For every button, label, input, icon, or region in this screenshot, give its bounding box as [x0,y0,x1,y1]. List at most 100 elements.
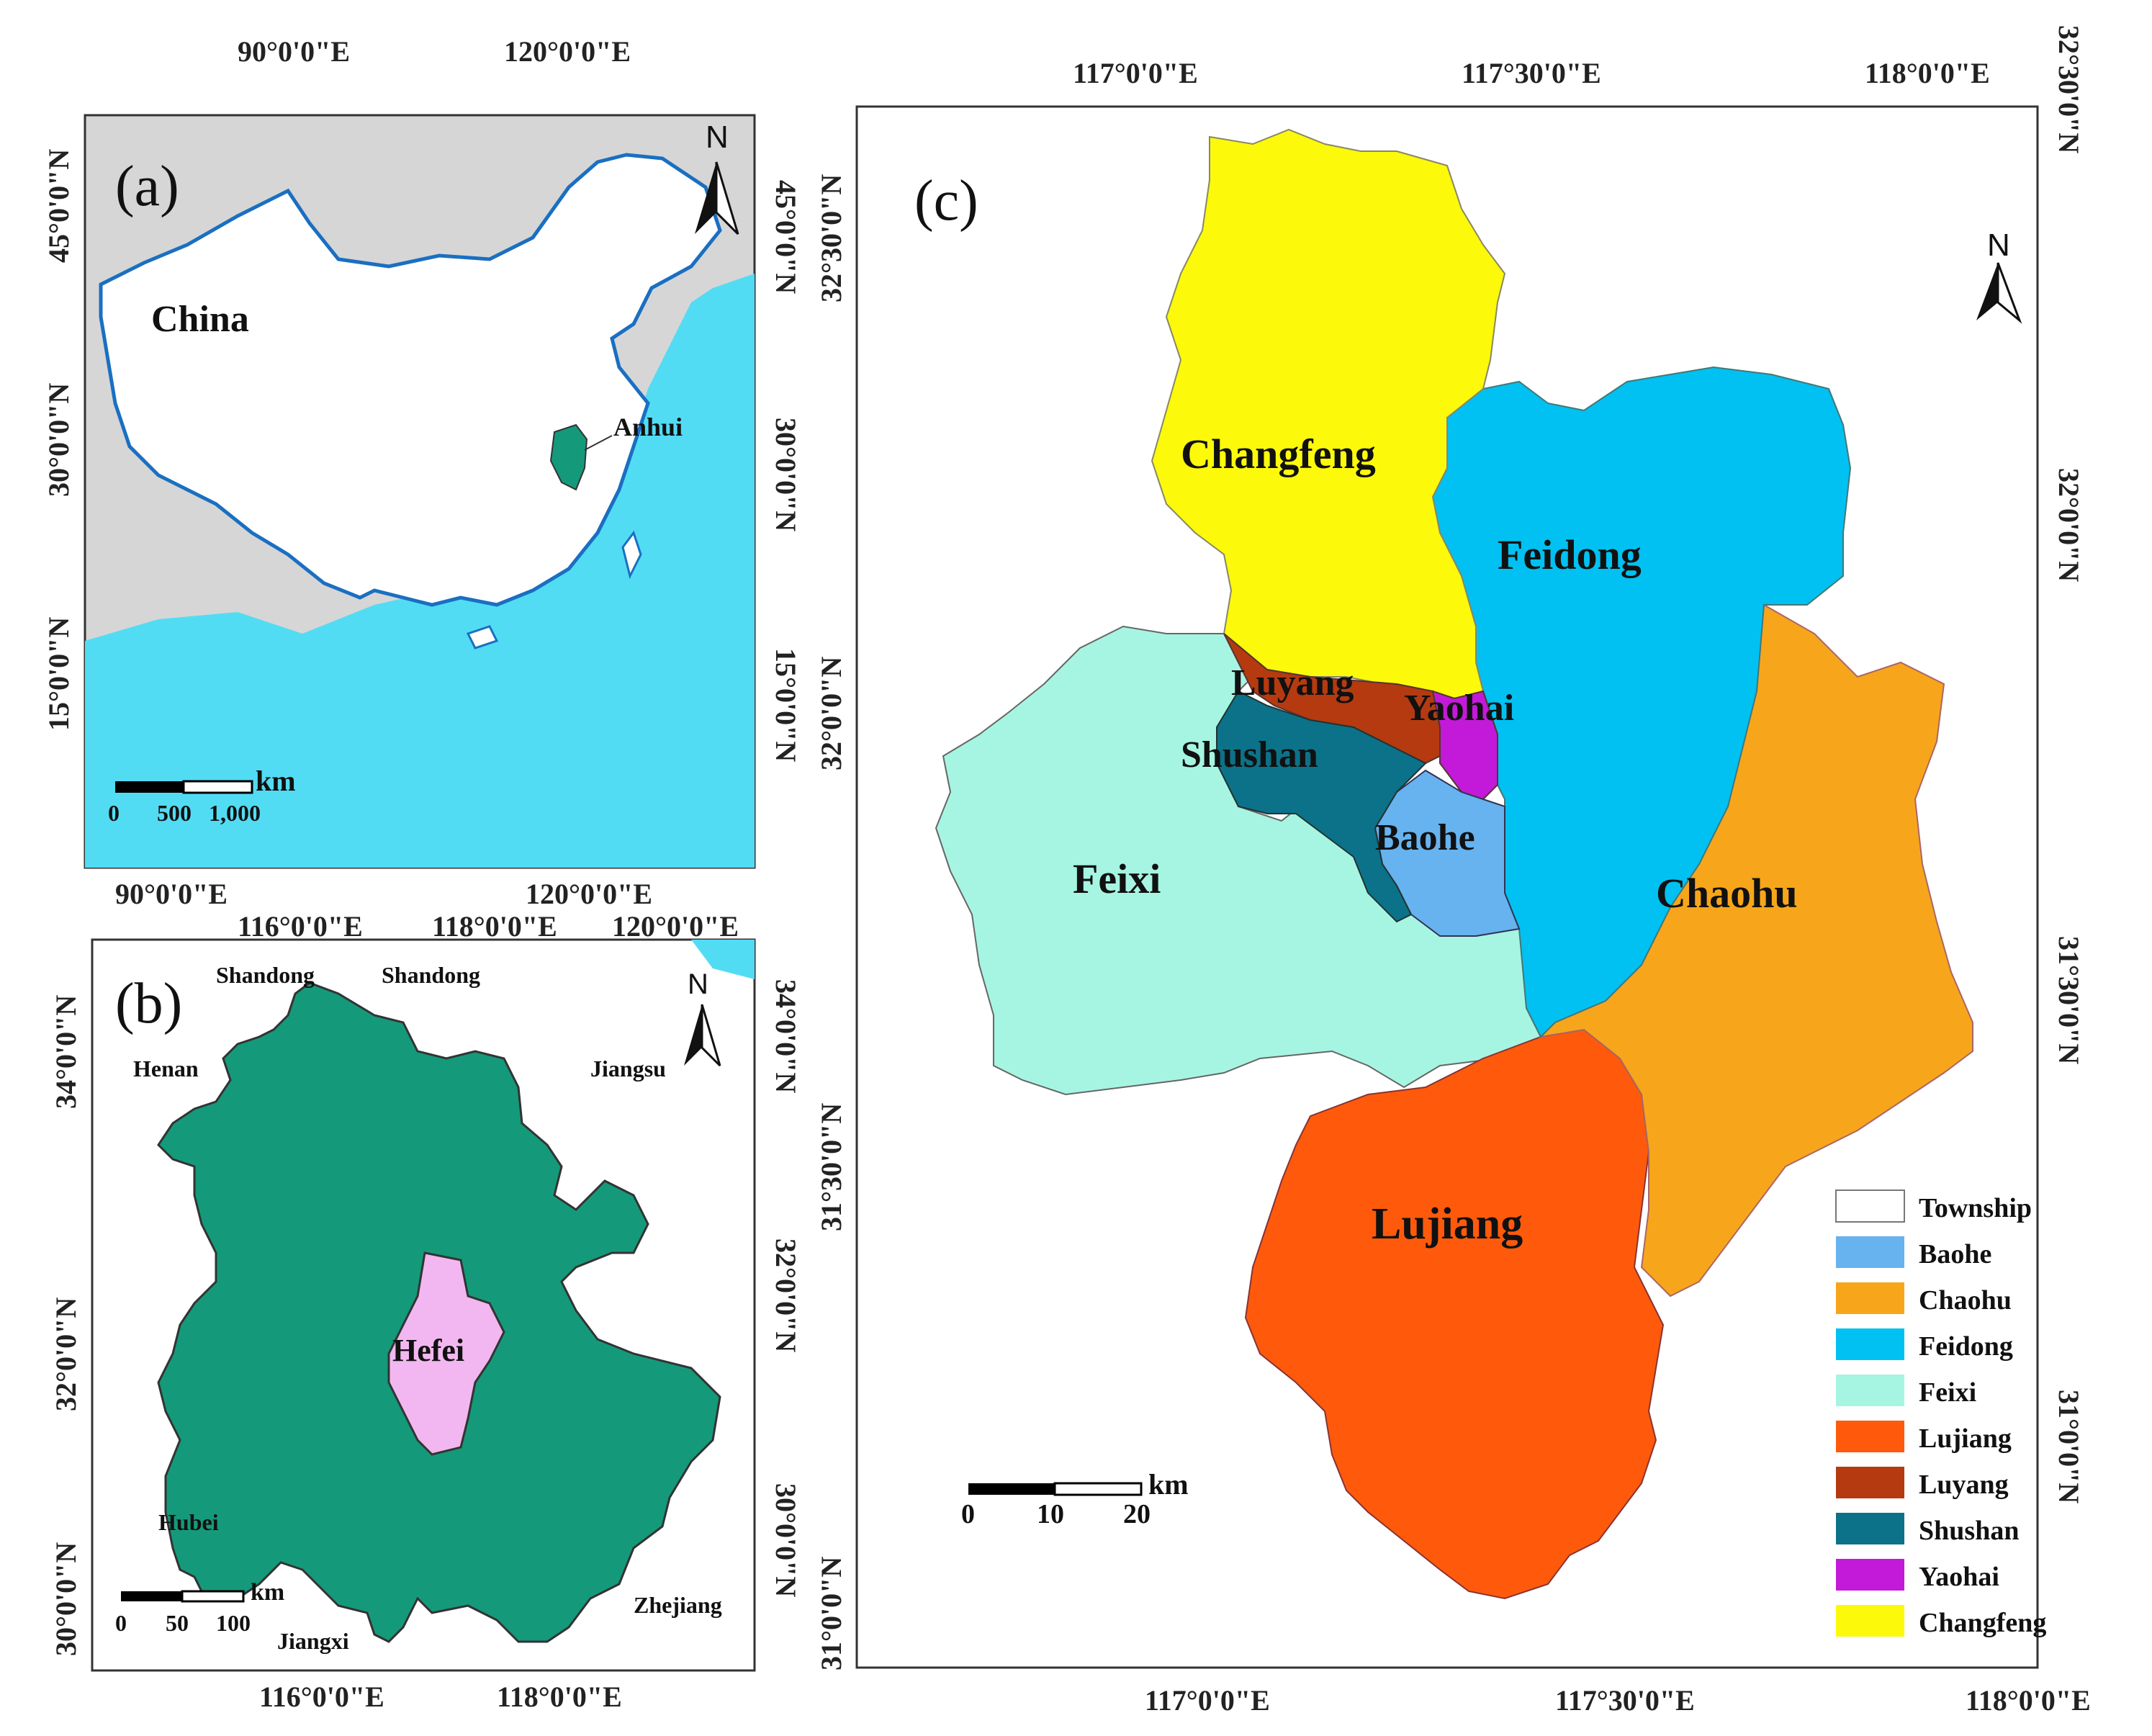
district-label-changfeng: Changfeng [1181,431,1376,477]
panel-a-country-label: China [151,299,249,340]
panel-b-bottom-lon-0: 116°0'0"E [259,1681,384,1713]
panel-c-right-lat-1: 32°0'0"N [2053,468,2085,582]
panel-c-north-arrow: N [1976,228,2022,324]
legend-item-feidong: Feidong [1836,1328,2013,1362]
panel-a-taiwan [621,530,642,580]
panel-b-neighbor-0: Shandong [216,962,315,988]
district-yaohai [1431,690,1498,801]
panel-c-left-lat-1: 32°0'0"N [815,657,847,770]
legend-item-yaohai: Yaohai [1836,1559,1999,1592]
district-label-feidong: Feidong [1498,531,1642,578]
panel-a-scale-tick-0: 0 [108,800,120,826]
panel-b-scale-tick-0: 0 [115,1610,127,1636]
legend-swatch-changfeng [1836,1605,1904,1637]
panel-b-right-lat-1: 32°0'0"N [770,1238,802,1352]
panel-a-bottom-lon-1: 120°0'0"E [526,878,652,910]
legend-item-changfeng: Changfeng [1836,1605,2046,1638]
legend-label-changfeng: Changfeng [1919,1608,2046,1638]
panel-a-china-map: (a) China Anhui N km 0 500 1,000 90°0'0"… [42,35,802,910]
panel-b-anhui-map: (b) Hefei Shandong Shandong Henan Jiangs… [50,910,802,1713]
panel-b-top-lon-1: 118°0'0"E [432,910,557,943]
panel-a-anhui-leader [584,435,613,451]
panel-c-scale-tick-0: 0 [961,1499,975,1529]
panel-b-neighbor-5: Jiangxi [277,1628,349,1654]
legend-item-township: Township [1835,1189,2032,1223]
legend-swatch-yaohai [1836,1559,1904,1591]
panel-b-north-letter: N [688,968,708,1000]
panel-a-sea [85,274,755,868]
panel-a-scale-bar: km 0 500 1,000 [108,765,296,826]
panel-b-left-lat-2: 30°0'0"N [50,1542,82,1656]
legend-label-baohe: Baohe [1919,1239,1991,1269]
legend-label-yaohai: Yaohai [1919,1562,1999,1592]
legend-label-shushan: Shushan [1919,1516,2019,1546]
district-label-feixi: Feixi [1073,855,1161,902]
legend-swatch-feidong [1836,1328,1904,1360]
panel-b-scale-bar: km 0 50 100 [115,1579,284,1636]
legend-label-feidong: Feidong [1919,1331,2013,1362]
legend-item-baohe: Baohe [1836,1236,1991,1269]
panel-b-scale-tick-1: 50 [166,1610,189,1636]
district-label-shushan: Shushan [1181,734,1318,775]
panel-b-scale-tick-2: 100 [216,1610,251,1636]
panel-c-scale-tick-2: 20 [1123,1499,1151,1529]
district-shushan [1216,690,1427,923]
panel-a-left-lat-1: 30°0'0"N [42,383,75,497]
panel-b-right-lat-2: 30°0'0"N [770,1483,802,1597]
panel-a-top-lon-1: 120°0'0"E [504,35,631,68]
panel-a-right-lat-2: 15°0'0"N [770,648,802,762]
panel-b-neighbor-4: Hubei [158,1509,219,1535]
panel-b-neighbor-2: Henan [133,1056,199,1081]
legend-swatch-baohe [1836,1236,1904,1268]
legend-label-chaohu: Chaohu [1919,1285,2012,1316]
district-changfeng [1151,128,1506,700]
panel-a-scale-tick-1: 500 [157,800,192,826]
legend-item-feixi: Feixi [1836,1375,1976,1408]
legend-label-luyang: Luyang [1919,1470,2009,1500]
panel-b-right-lat-0: 34°0'0"N [770,979,802,1093]
legend-label-township: Township [1919,1193,2032,1223]
panel-c-right-lat-2: 31°30'0"N [2053,936,2085,1064]
panel-c-legend: Township Baohe Chaohu Feidong Feixi Luji… [1835,1189,2046,1638]
panel-b-north-arrow-shape [684,1004,702,1066]
panel-a-bottom-lon-0: 90°0'0"E [115,878,228,910]
panel-b-left-lat-0: 34°0'0"N [50,995,82,1109]
legend-label-lujiang: Lujiang [1919,1424,2012,1454]
district-label-baohe: Baohe [1375,817,1475,858]
panel-b-neighbor-3: Jiangsu [590,1056,666,1081]
district-label-luyang: Luyang [1231,662,1354,703]
panel-a-left-lat-2: 15°0'0"N [42,617,75,731]
district-label-lujiang: Lujiang [1372,1200,1523,1249]
panel-a-province-label: Anhui [613,413,683,441]
panel-a-north-arrow-shape [695,162,716,234]
panel-a-north-arrow: N [695,120,739,235]
panel-b-neighbor-1: Shandong [382,962,480,988]
panel-a-north-letter: N [706,120,729,155]
panel-b-north-arrow: N [684,968,721,1067]
panel-c-bottom-lon-1: 117°30'0"E [1555,1684,1695,1717]
legend-swatch-chaohu [1836,1282,1904,1314]
panel-a-top-lon-0: 90°0'0"E [238,35,350,68]
panel-b-scale-unit: km [251,1579,284,1606]
panel-c-bottom-lon-0: 117°0'0"E [1145,1684,1270,1717]
panel-c-scale-tick-1: 10 [1037,1499,1064,1529]
legend-item-luyang: Luyang [1836,1467,2009,1500]
panel-a-right-lat-0: 45°0'0"N [770,180,802,294]
panel-c-right-lat-3: 31°0'0"N [2053,1390,2085,1503]
panel-c-scale-bar: km 0 10 20 [961,1468,1189,1529]
panel-b-city-label: Hefei [392,1333,464,1368]
panel-b-hefei [387,1251,505,1456]
legend-swatch-township [1835,1189,1905,1223]
panel-a-scale-unit: km [256,765,296,797]
panel-c-hefei-districts-map: (c) Changfeng Feidong Luyang Yaohai Shus… [815,25,2091,1717]
panel-c-left-lat-3: 31°0'0"N [815,1557,847,1670]
legend-swatch-shushan [1836,1513,1904,1544]
panel-b-neighbor-6: Zhejiang [634,1592,722,1618]
legend-label-feixi: Feixi [1919,1377,1976,1408]
district-label-yaohai: Yaohai [1404,688,1514,729]
panel-c-north-arrow-shape [1976,263,1998,320]
panel-c-top-lon-1: 117°30'0"E [1462,57,1601,89]
legend-swatch-lujiang [1836,1421,1904,1452]
district-label-chaohu: Chaohu [1656,870,1798,917]
panel-a-left-lat-0: 45°0'0"N [42,149,75,263]
